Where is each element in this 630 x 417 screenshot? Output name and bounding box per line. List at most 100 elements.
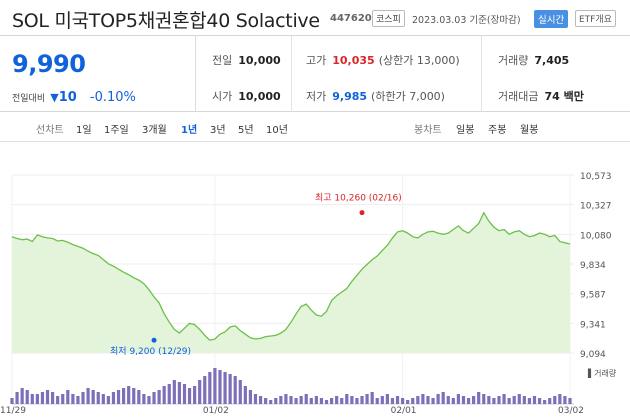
volume-label: ▌거래량 xyxy=(587,368,617,378)
stat-value: 10,035 xyxy=(332,54,375,67)
volume-bar xyxy=(76,396,80,404)
volume-bar xyxy=(299,396,303,404)
tab-1w[interactable]: 1주일 xyxy=(104,125,129,136)
change-value: 10 xyxy=(58,90,77,105)
stat-open: 시가 10,000 xyxy=(212,88,281,104)
tab-10y[interactable]: 10년 xyxy=(266,125,288,136)
volume-bar xyxy=(61,394,65,404)
volume-bar xyxy=(365,394,369,404)
tab-5y[interactable]: 5년 xyxy=(238,125,254,136)
volume-bar xyxy=(345,394,349,404)
y-tick-label: 10,327 xyxy=(580,202,612,212)
volume-bar xyxy=(86,388,90,404)
price-chart[interactable]: 10,573 10,327 10,080 9,834 9,587 9,341 9,094 11… xyxy=(0,142,630,417)
volume-bar xyxy=(243,386,247,404)
volume-bar xyxy=(456,394,460,404)
volume-bar xyxy=(223,372,227,404)
volume-bar xyxy=(314,396,318,404)
volume-bar xyxy=(558,394,562,404)
price-area xyxy=(12,212,570,353)
volume-bar xyxy=(395,396,400,404)
tab-3m[interactable]: 3개월 xyxy=(142,125,167,136)
volume-bar xyxy=(360,396,364,404)
max-point xyxy=(359,210,365,216)
header-bar: SOL 미국TOP5채권혼합40 Solactive 447620 코스피 20… xyxy=(0,0,630,36)
stat-label: 거래량 xyxy=(498,54,529,67)
volume-bar xyxy=(507,398,511,404)
volume-bar xyxy=(502,394,506,404)
tab-weekly[interactable]: 주봉 xyxy=(488,125,507,136)
volume-bar xyxy=(208,372,212,404)
volume-bar xyxy=(319,398,324,404)
volume-bar xyxy=(218,370,222,404)
volume-bar xyxy=(238,380,242,404)
volume-bar xyxy=(350,396,354,404)
volume-bar xyxy=(137,390,141,404)
volume-bar xyxy=(370,392,374,404)
volume-bar xyxy=(532,396,537,404)
y-tick-label: 10,573 xyxy=(580,172,612,182)
volume-bar xyxy=(187,388,192,404)
volume-bar xyxy=(294,398,298,404)
volume-bar xyxy=(284,394,288,404)
volume-bar xyxy=(426,396,430,404)
realtime-button[interactable]: 실시간 xyxy=(534,10,569,28)
volume-bar xyxy=(15,392,19,404)
volume-bar xyxy=(324,400,329,404)
volume-bar xyxy=(66,390,70,404)
stat-value: 74 백만 xyxy=(544,90,584,103)
y-tick-label: 9,341 xyxy=(580,320,606,330)
volume-bar xyxy=(10,398,14,404)
volume-bar xyxy=(441,392,445,404)
volume-bar xyxy=(20,388,24,404)
volume-bar xyxy=(106,396,110,404)
tab-daily[interactable]: 일봉 xyxy=(456,125,475,136)
volume-bar xyxy=(517,394,521,404)
candle-chart-label: 봉차트 xyxy=(414,125,442,136)
y-tick-label: 9,587 xyxy=(580,291,606,301)
stat-label: 고가 xyxy=(306,54,327,67)
stat-label: 거래대금 xyxy=(498,90,539,103)
volume-bar xyxy=(406,400,410,404)
volume-bar xyxy=(193,386,197,404)
price-series-line xyxy=(11,211,571,341)
change-line: 전일대비 ▼10 -0.10% xyxy=(12,86,136,105)
volume-bar xyxy=(472,396,476,404)
stat-amount: 거래대금 74 백만 xyxy=(498,88,584,104)
volume-bar xyxy=(355,398,359,404)
volume-bar xyxy=(380,396,384,404)
volume-bar xyxy=(537,398,542,404)
y-tick-label: 9,834 xyxy=(580,261,606,271)
volume-bar xyxy=(548,398,552,404)
volume-bar xyxy=(152,392,156,404)
period-tabs: 선차트 1일 1주일 3개월 1년 3년 5년 10년 봉차트 일봉 주봉 월봉 xyxy=(0,112,630,142)
volume-bar xyxy=(563,396,567,404)
volume-bar xyxy=(451,398,455,404)
volume-bar xyxy=(385,394,389,404)
divider xyxy=(291,36,292,112)
etf-overview-button[interactable]: ETF개요 xyxy=(575,10,616,27)
volume-bar xyxy=(568,398,572,404)
upper-limit: (상한가 13,000) xyxy=(378,54,460,67)
price-chart-svg[interactable]: 10,573 10,327 10,080 9,834 9,587 9,341 9,094 11… xyxy=(0,142,630,417)
volume-bar xyxy=(477,392,481,404)
stats-grid: 전일 10,000 시가 10,000 고가 10,035 (상한가 13,000) 저… xyxy=(196,36,630,112)
volume-bar xyxy=(122,388,126,404)
stat-low: 저가 9,985 (하한가 7,000) xyxy=(306,88,445,104)
stat-value: 10,000 xyxy=(238,54,281,67)
min-point xyxy=(151,337,157,343)
volume-bar xyxy=(203,376,207,404)
volume-bar xyxy=(553,396,557,404)
tab-1d[interactable]: 1일 xyxy=(76,125,92,136)
volume-bar xyxy=(30,394,34,404)
volume-bar xyxy=(198,380,202,404)
tab-1y[interactable]: 1년 xyxy=(181,125,198,136)
volume-bar xyxy=(512,396,516,404)
tab-3y[interactable]: 3년 xyxy=(210,125,226,136)
x-tick-label: 03/02 xyxy=(558,406,584,416)
volume-bar xyxy=(172,380,176,404)
volume-bar xyxy=(56,396,60,404)
tab-monthly[interactable]: 월봉 xyxy=(520,125,539,136)
market-badge: 코스피 xyxy=(372,10,405,27)
volume-bar xyxy=(543,400,547,404)
